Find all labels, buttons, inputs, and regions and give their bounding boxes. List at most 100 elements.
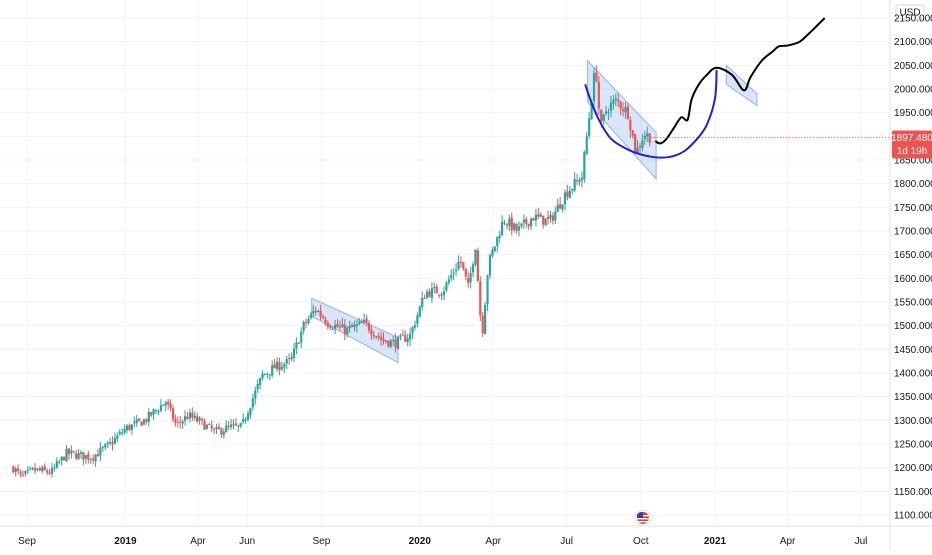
candle-body[interactable] bbox=[125, 425, 129, 431]
candle-body[interactable] bbox=[423, 297, 426, 299]
candle-body[interactable] bbox=[70, 450, 73, 454]
candle-body[interactable] bbox=[242, 418, 245, 423]
candle-body[interactable] bbox=[375, 336, 378, 338]
candle-body[interactable] bbox=[321, 316, 325, 319]
candle-body[interactable] bbox=[447, 279, 450, 283]
candle-body[interactable] bbox=[619, 101, 622, 109]
candle-body[interactable] bbox=[89, 459, 92, 461]
candle-body[interactable] bbox=[614, 98, 617, 101]
candle-body[interactable] bbox=[513, 223, 516, 230]
candle-body[interactable] bbox=[329, 325, 332, 329]
candle-body[interactable] bbox=[479, 281, 482, 316]
candle-body[interactable] bbox=[433, 287, 436, 289]
candle-body[interactable] bbox=[157, 411, 160, 413]
candle-body[interactable] bbox=[336, 323, 339, 328]
candle-body[interactable] bbox=[484, 304, 487, 335]
candle-body[interactable] bbox=[498, 235, 501, 238]
candle-body[interactable] bbox=[29, 468, 32, 470]
candle-body[interactable] bbox=[162, 404, 165, 406]
candle-body[interactable] bbox=[87, 453, 90, 460]
candle-body[interactable] bbox=[636, 147, 639, 154]
candle-body[interactable] bbox=[174, 418, 177, 423]
candle-body[interactable] bbox=[428, 291, 431, 297]
candle-body[interactable] bbox=[350, 324, 354, 328]
candle-body[interactable] bbox=[612, 100, 615, 104]
candle-body[interactable] bbox=[546, 216, 550, 219]
candle-body[interactable] bbox=[442, 291, 446, 296]
candle-body[interactable] bbox=[648, 133, 651, 143]
candle-body[interactable] bbox=[48, 472, 51, 474]
candle-body[interactable] bbox=[138, 418, 141, 421]
candle-body[interactable] bbox=[527, 223, 530, 227]
candle-body[interactable] bbox=[33, 468, 37, 471]
candle-body[interactable] bbox=[198, 417, 201, 421]
candle-body[interactable] bbox=[631, 130, 634, 136]
candle-body[interactable] bbox=[435, 286, 438, 294]
candle-body[interactable] bbox=[300, 331, 303, 343]
candle-body[interactable] bbox=[575, 180, 579, 182]
candle-body[interactable] bbox=[563, 192, 567, 205]
candle-body[interactable] bbox=[101, 447, 104, 449]
candle-body[interactable] bbox=[118, 431, 121, 435]
candle-body[interactable] bbox=[508, 218, 511, 227]
candle-body[interactable] bbox=[200, 418, 204, 420]
candle-body[interactable] bbox=[67, 448, 71, 455]
candle-body[interactable] bbox=[486, 275, 489, 305]
candle-body[interactable] bbox=[505, 224, 509, 226]
candle-body[interactable] bbox=[493, 246, 496, 252]
projection-path[interactable] bbox=[654, 17, 826, 145]
candle-body[interactable] bbox=[215, 427, 218, 430]
candle-body[interactable] bbox=[285, 358, 288, 364]
candle-body[interactable] bbox=[409, 333, 412, 340]
candle-body[interactable] bbox=[193, 415, 196, 419]
candle-body[interactable] bbox=[60, 456, 63, 461]
candle-body[interactable] bbox=[597, 81, 600, 109]
candle-body[interactable] bbox=[220, 428, 223, 435]
candle-body[interactable] bbox=[128, 425, 131, 430]
candle-body[interactable] bbox=[551, 215, 554, 221]
candle-body[interactable] bbox=[65, 448, 68, 462]
candle-body[interactable] bbox=[500, 221, 504, 236]
candle-body[interactable] bbox=[229, 424, 233, 427]
candle-body[interactable] bbox=[145, 419, 148, 422]
candle-body[interactable] bbox=[256, 384, 259, 390]
candle-body[interactable] bbox=[474, 249, 477, 265]
candle-body[interactable] bbox=[607, 111, 610, 113]
candle-body[interactable] bbox=[142, 419, 146, 425]
candle-body[interactable] bbox=[454, 269, 458, 272]
candle-body[interactable] bbox=[26, 469, 29, 471]
candle-body[interactable] bbox=[363, 319, 366, 323]
candle-body[interactable] bbox=[592, 72, 596, 102]
candle-body[interactable] bbox=[304, 322, 308, 324]
candle-body[interactable] bbox=[171, 408, 175, 420]
candle-body[interactable] bbox=[503, 222, 506, 224]
candle-body[interactable] bbox=[319, 310, 322, 317]
candle-body[interactable] bbox=[471, 264, 475, 273]
candle-body[interactable] bbox=[452, 272, 455, 274]
candle-body[interactable] bbox=[561, 204, 564, 210]
candle-body[interactable] bbox=[82, 452, 85, 460]
candle-body[interactable] bbox=[334, 324, 337, 329]
candle-body[interactable] bbox=[191, 412, 194, 418]
candle-body[interactable] bbox=[496, 236, 499, 246]
candle-body[interactable] bbox=[532, 218, 535, 221]
candle-body[interactable] bbox=[566, 191, 569, 197]
candle-body[interactable] bbox=[24, 471, 27, 474]
candle-body[interactable] bbox=[467, 277, 470, 284]
candle-body[interactable] bbox=[167, 401, 170, 405]
candle-body[interactable] bbox=[556, 204, 559, 212]
candle-body[interactable] bbox=[459, 261, 463, 263]
candle-body[interactable] bbox=[307, 318, 310, 324]
candle-body[interactable] bbox=[462, 262, 465, 269]
candle-body[interactable] bbox=[130, 424, 133, 431]
candle-body[interactable] bbox=[367, 323, 371, 331]
candle-body[interactable] bbox=[84, 455, 87, 459]
candle-body[interactable] bbox=[430, 288, 434, 299]
candle-body[interactable] bbox=[147, 411, 150, 422]
candle-body[interactable] bbox=[63, 456, 66, 461]
candle-body[interactable] bbox=[271, 365, 274, 376]
candle-body[interactable] bbox=[421, 297, 424, 308]
candle-body[interactable] bbox=[590, 102, 593, 120]
candle-body[interactable] bbox=[135, 419, 138, 424]
candle-body[interactable] bbox=[17, 468, 20, 472]
